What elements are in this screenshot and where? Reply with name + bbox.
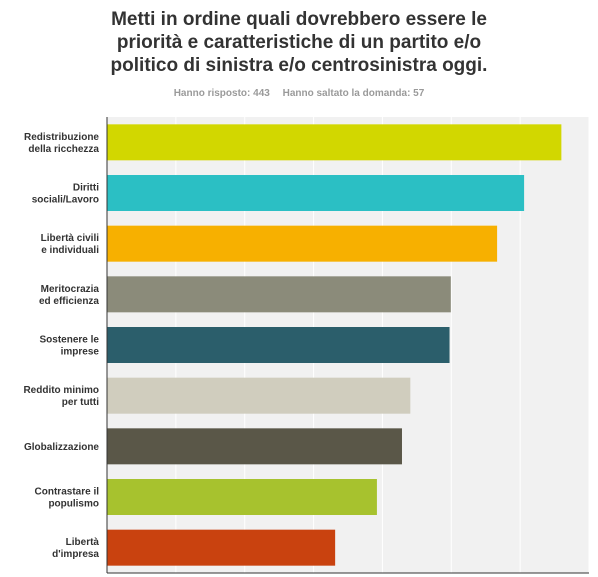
bar (107, 124, 562, 161)
category-label-line: Diritti (73, 183, 99, 194)
category-label: Redistribuzione della ricchezza (24, 132, 99, 155)
chart-title-line: politico di sinistra e/o centrosinistra … (110, 55, 488, 76)
category-label-line: Meritocrazia (41, 284, 100, 295)
category-label-line: Libertà (66, 537, 100, 548)
bar (107, 175, 525, 211)
category-label: Sostenere le imprese (40, 335, 100, 358)
category-label-line: Contrastare il (35, 487, 100, 498)
answered-count: Hanno risposto: 443 (173, 88, 270, 99)
category-label-line: della ricchezza (28, 144, 99, 155)
bar (107, 276, 451, 313)
bar (107, 225, 498, 262)
bar (107, 529, 336, 566)
category-label-line: d'impresa (52, 549, 99, 560)
bar (107, 327, 450, 363)
category-label: Libertà d'impresa (52, 537, 99, 560)
category-label-line: per tutti (62, 397, 99, 408)
category-label-line: Libertà civili (41, 233, 100, 244)
chart-title-line: Metti in ordine quali dovrebbero essere … (111, 9, 487, 30)
bar (107, 428, 402, 465)
category-label: Meritocrazia ed efficienza (39, 284, 99, 307)
chart-title: Metti in ordine quali dovrebbero essere … (20, 8, 578, 77)
category-label-line: sociali/Lavoro (32, 195, 99, 206)
category-label-line: Sostenere le (40, 335, 100, 346)
category-label-line: Reddito minimo (23, 385, 99, 396)
category-label-line: ed efficienza (39, 296, 99, 307)
category-label-line: e individuali (41, 245, 99, 256)
category-label-line: populismo (48, 499, 99, 510)
category-label: Reddito minimo per tutti (23, 385, 99, 408)
response-stats: Hanno risposto: 443 Hanno saltato la dom… (0, 88, 598, 99)
bar (107, 479, 377, 515)
category-label-line: Globalizzazione (24, 442, 99, 453)
chart-title-line: priorità e caratteristiche di un partito… (116, 32, 482, 53)
category-label-line: Redistribuzione (24, 132, 99, 143)
category-label: Globalizzazione (24, 442, 99, 453)
category-label: Libertà civili e individuali (41, 233, 100, 256)
category-label: Diritti sociali/Lavoro (32, 183, 99, 206)
skipped-count: Hanno saltato la domanda: 57 (282, 88, 425, 99)
category-label-line: imprese (61, 347, 100, 358)
bar (107, 377, 411, 414)
category-label: Contrastare il populismo (35, 487, 100, 510)
